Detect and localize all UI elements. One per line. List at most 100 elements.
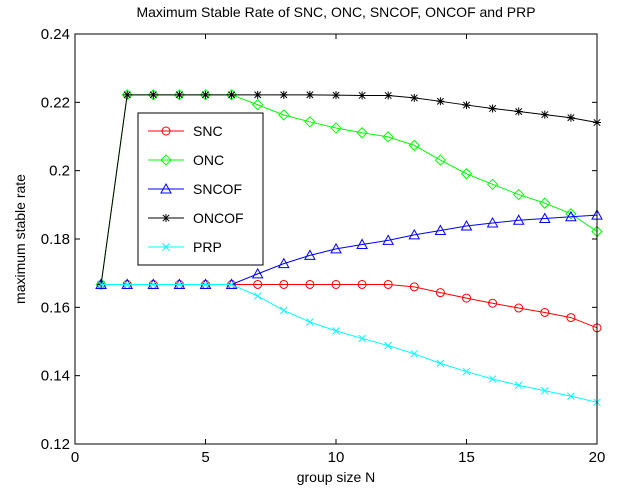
data-point-snc bbox=[540, 307, 550, 317]
legend-marker-snc bbox=[161, 126, 171, 136]
data-point-onc bbox=[460, 168, 473, 180]
legend-entry-sncof: SNCOF bbox=[148, 181, 242, 197]
data-point-prp bbox=[123, 280, 132, 289]
data-point-prp bbox=[332, 327, 340, 335]
data-point-prp bbox=[279, 306, 288, 315]
x-tick-label: 15 bbox=[458, 449, 475, 466]
legend-marker-sncof bbox=[160, 182, 172, 194]
data-point-oncof bbox=[305, 90, 314, 99]
data-point-oncof bbox=[410, 93, 419, 102]
series-line-prp bbox=[101, 283, 598, 403]
data-point-prp bbox=[540, 386, 549, 395]
data-point-prp bbox=[97, 280, 105, 289]
data-point-snc bbox=[566, 313, 576, 323]
legend-marker-prp bbox=[162, 243, 170, 251]
data-point-onc bbox=[95, 278, 107, 291]
data-point-sncof bbox=[434, 224, 447, 235]
data-point-sncof bbox=[486, 216, 499, 228]
series-layer bbox=[95, 89, 603, 407]
data-point-prp bbox=[358, 334, 366, 343]
data-point-oncof bbox=[279, 90, 288, 99]
y-axis-label: maximum stable rate bbox=[12, 174, 28, 304]
data-point-onc bbox=[408, 139, 421, 152]
y-tick-label: 0.16 bbox=[41, 299, 70, 316]
data-point-oncof bbox=[436, 97, 445, 106]
data-point-prp bbox=[436, 359, 445, 368]
data-point-sncof bbox=[460, 219, 473, 231]
data-point-sncof bbox=[277, 257, 290, 269]
data-point-sncof bbox=[304, 249, 316, 260]
data-point-snc bbox=[409, 282, 419, 292]
legend: SNC ONC SNCOF ONCOF PRP bbox=[137, 112, 264, 266]
data-point-snc bbox=[305, 279, 315, 289]
data-point-prp bbox=[253, 292, 262, 300]
data-point-onc bbox=[278, 109, 290, 121]
data-point-oncof bbox=[358, 91, 367, 100]
axes: 0 5 10 15 20 0.12 0.14 0.16 0.18 0.2 0.22 0.24 bbox=[41, 26, 606, 466]
data-point-oncof bbox=[488, 104, 497, 113]
data-point-onc bbox=[199, 89, 212, 101]
data-point-onc bbox=[173, 89, 186, 101]
legend-entry-oncof: ONCOF bbox=[148, 210, 244, 226]
x-tick-label: 0 bbox=[71, 449, 79, 466]
data-point-prp bbox=[514, 381, 523, 390]
data-point-oncof bbox=[253, 90, 262, 99]
data-point-sncof bbox=[356, 238, 368, 249]
legend-entry-snc: SNC bbox=[148, 123, 223, 139]
data-point-prp bbox=[410, 349, 419, 358]
data-point-oncof bbox=[566, 113, 575, 122]
data-point-onc bbox=[330, 122, 342, 134]
y-tick-label: 0.22 bbox=[41, 94, 70, 111]
legend-label-onc: ONC bbox=[193, 152, 224, 168]
y-tick-label: 0.24 bbox=[41, 26, 70, 43]
data-point-onc bbox=[434, 154, 447, 166]
data-point-oncof bbox=[514, 107, 523, 116]
y-tick-label: 0.18 bbox=[41, 231, 70, 248]
data-point-prp bbox=[567, 392, 575, 401]
legend-label-oncof: ONCOF bbox=[193, 210, 244, 226]
data-point-onc bbox=[565, 208, 577, 220]
data-point-snc bbox=[435, 288, 445, 298]
data-point-oncof bbox=[175, 90, 184, 99]
data-point-oncof bbox=[149, 90, 158, 99]
data-point-oncof bbox=[123, 90, 132, 99]
x-tick-label: 5 bbox=[201, 449, 209, 466]
data-point-snc bbox=[331, 279, 341, 289]
data-point-snc bbox=[488, 298, 498, 308]
data-point-oncof bbox=[332, 91, 340, 100]
data-point-snc bbox=[279, 279, 289, 289]
data-point-snc bbox=[357, 279, 367, 289]
data-point-sncof bbox=[512, 214, 525, 225]
x-tick-label: 10 bbox=[328, 449, 345, 466]
data-point-oncof bbox=[384, 91, 393, 100]
legend-entry-onc: ONC bbox=[148, 152, 224, 168]
legend-marker-oncof bbox=[162, 214, 170, 222]
data-point-snc bbox=[383, 279, 393, 289]
data-point-onc bbox=[512, 188, 525, 201]
data-point-sncof bbox=[382, 234, 395, 245]
y-tick-label: 0.2 bbox=[49, 163, 70, 180]
data-point-onc bbox=[225, 89, 238, 101]
x-axis-label: group size N bbox=[297, 469, 376, 485]
data-point-onc bbox=[539, 197, 551, 209]
legend-label-snc: SNC bbox=[193, 123, 223, 139]
data-point-sncof bbox=[251, 267, 264, 279]
data-point-prp bbox=[201, 280, 210, 289]
data-point-sncof bbox=[408, 228, 421, 240]
data-point-snc bbox=[514, 303, 524, 313]
data-point-onc bbox=[382, 131, 394, 143]
x-tick-label: 20 bbox=[589, 449, 606, 466]
data-point-prp bbox=[306, 318, 314, 326]
data-point-oncof bbox=[227, 90, 236, 99]
data-point-oncof bbox=[540, 110, 549, 119]
data-point-onc bbox=[251, 99, 264, 111]
data-point-prp bbox=[227, 280, 236, 289]
data-point-onc bbox=[356, 127, 368, 139]
series-prp bbox=[97, 280, 601, 407]
data-point-snc bbox=[253, 279, 263, 289]
data-point-oncof bbox=[462, 101, 471, 110]
data-point-sncof bbox=[538, 212, 551, 223]
legend-marker-onc bbox=[160, 154, 172, 166]
plot-frame bbox=[74, 33, 598, 445]
